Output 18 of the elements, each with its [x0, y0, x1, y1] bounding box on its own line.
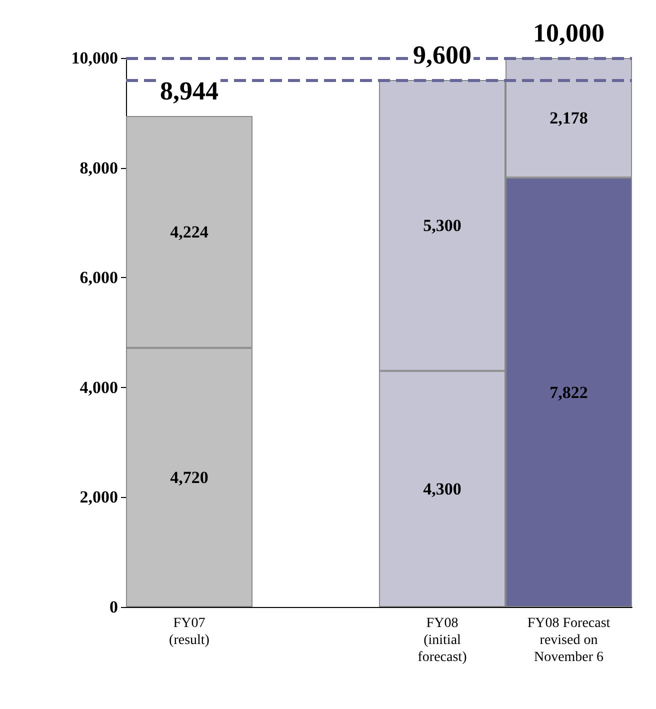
data-label: 4,224 [170, 222, 209, 242]
data-label: 5,300 [423, 216, 462, 235]
data-label: 7,822 [550, 382, 588, 402]
data-label: 4,720 [170, 468, 208, 487]
total-label: 10,000 [533, 18, 604, 48]
x-tick-label: FY07 (result) [169, 616, 210, 648]
y-tick-label: 0 [110, 598, 118, 616]
total-label: 8,944 [160, 76, 218, 106]
y-tick-label: 2,000 [80, 488, 118, 507]
x-tick-label: FY08 (initial forecast) [418, 616, 468, 665]
data-label: 4,300 [423, 479, 462, 498]
y-tick-label: 4,000 [80, 378, 118, 397]
y-tick-label: 8,000 [80, 158, 118, 178]
x-tick-label: FY08 Forecast revised on November 6 [527, 616, 610, 665]
data-label: 2,178 [550, 108, 588, 128]
y-tick-label: 6,000 [80, 268, 118, 288]
total-label: 9,600 [413, 40, 472, 70]
y-tick-label: 10,000 [71, 48, 118, 68]
